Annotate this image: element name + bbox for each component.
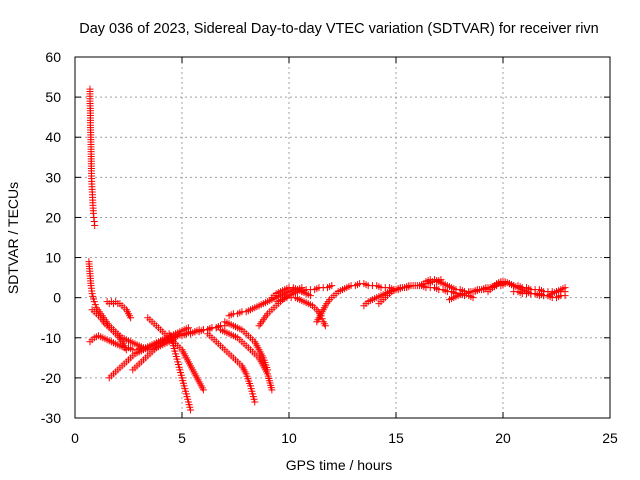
data-point bbox=[561, 284, 569, 292]
data-point bbox=[469, 294, 477, 302]
y-axis-label: SDTVAR / TECUs bbox=[5, 182, 21, 294]
series-arc16 bbox=[313, 280, 398, 326]
data-point bbox=[90, 298, 98, 306]
y-tick-label: 60 bbox=[45, 49, 61, 65]
series-arc21 bbox=[484, 278, 569, 300]
x-tick-label: 20 bbox=[495, 430, 511, 446]
data-point bbox=[561, 292, 569, 300]
series-arc7 bbox=[144, 314, 207, 394]
y-tick-label: -20 bbox=[41, 370, 61, 386]
x-tick-label: 15 bbox=[388, 430, 404, 446]
series-arc8 bbox=[165, 330, 195, 414]
chart-title: Day 036 of 2023, Sidereal Day-to-day VTE… bbox=[79, 21, 599, 37]
data-point-interp bbox=[91, 301, 99, 309]
series-arc10 bbox=[217, 326, 276, 394]
series-arc4 bbox=[103, 298, 135, 322]
data-point bbox=[122, 346, 130, 354]
y-tick-label: 40 bbox=[45, 129, 61, 145]
series-arc9 bbox=[204, 330, 259, 406]
x-tick-label: 0 bbox=[71, 430, 79, 446]
data-point bbox=[187, 406, 195, 414]
y-tick-label: 10 bbox=[45, 250, 61, 266]
y-tick-label: 20 bbox=[45, 209, 61, 225]
series-arc14 bbox=[268, 284, 314, 302]
tick-labels: 0 5 10 15 20 25 -30 -20 -10 0 10 20 30 40 50 60 bbox=[41, 49, 618, 446]
y-tick-label: 0 bbox=[53, 290, 61, 306]
series-arc3 bbox=[88, 306, 130, 354]
data-point bbox=[251, 398, 259, 406]
series-arc22 bbox=[510, 288, 569, 302]
grid-lines bbox=[75, 57, 610, 418]
y-tick-label: 30 bbox=[45, 169, 61, 185]
data-point bbox=[268, 386, 276, 394]
x-tick-label: 25 bbox=[602, 430, 618, 446]
data-points bbox=[85, 85, 569, 414]
y-tick-label: -10 bbox=[41, 330, 61, 346]
x-axis-label: GPS time / hours bbox=[286, 457, 393, 473]
data-point bbox=[321, 322, 329, 330]
y-tick-label: -30 bbox=[41, 410, 61, 426]
y-tick-label: 50 bbox=[45, 89, 61, 105]
series-arc11 bbox=[221, 318, 272, 374]
plot-frame bbox=[74, 56, 611, 419]
x-tick-label: 5 bbox=[178, 430, 186, 446]
data-point bbox=[306, 292, 314, 300]
x-tick-label: 10 bbox=[281, 430, 297, 446]
data-point bbox=[199, 386, 207, 394]
data-point bbox=[264, 366, 272, 374]
data-point bbox=[91, 221, 99, 229]
data-point bbox=[328, 282, 336, 290]
data-point bbox=[127, 314, 135, 322]
series-spike bbox=[86, 85, 99, 229]
